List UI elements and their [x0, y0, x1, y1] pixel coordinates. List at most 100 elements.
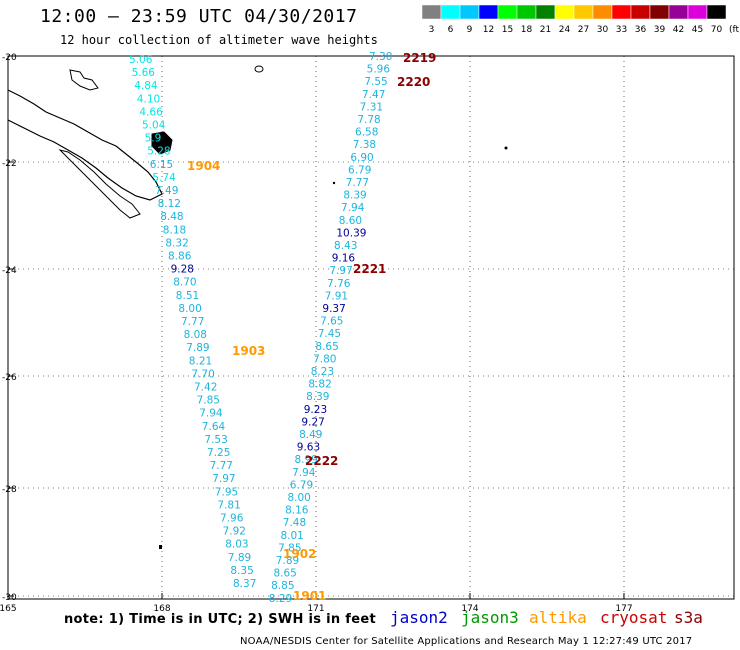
wave-height-value: 7.31 [360, 101, 383, 113]
walpole-island [254, 65, 264, 73]
wave-height-value: 8.29 [269, 593, 292, 605]
wave-height-value: 7.89 [228, 552, 251, 564]
wave-height-value: 7.85 [197, 395, 220, 407]
wave-height-value: 5.06 [129, 54, 153, 66]
wave-height-value: 7.94 [341, 202, 365, 214]
pass-time-label: 2219 [403, 51, 436, 65]
wave-height-value: 9.28 [171, 264, 194, 276]
wave-height-value: 8.12 [158, 198, 181, 210]
grande-terre-coast-north [7, 89, 163, 201]
wave-height-value: 8.65 [315, 341, 338, 353]
wave-height-value: 7.55 [364, 76, 387, 88]
wave-height-value: 7.25 [207, 447, 230, 459]
scale-label: 18 [521, 25, 533, 35]
wave-height-value: 7.96 [220, 513, 244, 525]
wave-height-value: 5.28 [147, 146, 170, 158]
scale-label: 6 [448, 25, 454, 35]
wave-height-value: 8.37 [233, 578, 256, 590]
pass-time-label: 1901 [293, 589, 326, 603]
scale-label: 21 [540, 25, 551, 35]
wave-height-value: 7.91 [325, 290, 348, 302]
wave-height-value: 6.15 [150, 159, 173, 171]
matthew-island [332, 181, 336, 185]
legend-altika: altika [529, 608, 587, 627]
scale-label: 27 [578, 25, 589, 35]
lat-label: -28 [2, 485, 17, 495]
wave-height-value: 8.39 [343, 190, 366, 202]
footer-credit: NOAA/NESDIS Center for Satellite Applica… [240, 636, 693, 647]
wave-height-value: 6.58 [355, 127, 378, 139]
wave-height-value: 7.48 [283, 517, 306, 529]
legend-jason3: jason3 [461, 608, 519, 627]
pass-time-label: 2222 [305, 454, 338, 468]
pass-time-label: 2220 [397, 75, 430, 89]
map-subtitle: 12 hour collection of altimeter wave hei… [60, 33, 378, 47]
wave-height-value: 7.45 [318, 328, 341, 340]
wave-height-value: 8.86 [168, 251, 192, 263]
scale-label: 30 [597, 25, 609, 35]
wave-height-value: 7.47 [362, 89, 385, 101]
wave-height-value: 7.42 [194, 382, 217, 394]
lon-label: 165 [0, 604, 17, 614]
wave-height-value: 8.49 [299, 429, 322, 441]
lat-label: -26 [2, 373, 17, 383]
wave-height-value: 8.48 [160, 211, 183, 223]
wave-height-value: 8.00 [178, 303, 201, 315]
wave-height-value: 7.70 [191, 368, 214, 380]
wave-height-value: 7.85 [278, 542, 301, 554]
wave-height-value: 7.53 [204, 434, 227, 446]
lon-label: 171 [307, 604, 324, 614]
wave-height-value: 6.90 [350, 152, 373, 164]
pass-time-label: 1904 [187, 159, 220, 173]
wave-height-value: 8.39 [306, 391, 329, 403]
wave-height-value: 9.27 [301, 416, 324, 428]
legend-jason2: jason2 [390, 608, 448, 627]
loyalty-island [151, 131, 173, 155]
wave-height-value: 8.43 [334, 240, 357, 252]
wave-height-value: 9.63 [297, 442, 320, 454]
wave-height-value: 7.76 [327, 278, 351, 290]
wave-height-value: 7.89 [186, 342, 209, 354]
wave-height-value: 4.66 [139, 106, 163, 118]
hunter-island [504, 146, 508, 150]
lon-label: 168 [153, 604, 170, 614]
wave-height-value: 4.84 [134, 80, 158, 92]
scale-label: 33 [616, 25, 627, 35]
altimeter-tracks: 7.305.967.557.477.317.786.587.386.906.79… [129, 51, 436, 605]
wave-height-value: 8.32 [165, 237, 188, 249]
lat-label: -20 [2, 53, 17, 63]
scale-label: 42 [673, 25, 684, 35]
wave-height-value: 8.01 [280, 530, 303, 542]
lat-label: -30 [2, 593, 17, 603]
scale-label: 12 [483, 25, 494, 35]
wave-height-value: 7.64 [202, 421, 226, 433]
wave-height-value: 7.94 [199, 408, 223, 420]
scale-swatch [706, 4, 727, 20]
lat-label: -24 [2, 266, 17, 276]
wave-height-value: 9.16 [332, 253, 356, 265]
legend-cryosat: cryosat [600, 608, 668, 627]
lat-label: -22 [2, 159, 17, 169]
wave-height-value: 5.74 [152, 172, 176, 184]
norfolk-marker [159, 545, 162, 549]
wave-height-value: 10.39 [336, 227, 366, 239]
scale-label: 39 [654, 25, 666, 35]
wave-height-value: 7.95 [215, 486, 238, 498]
legend-s3a: s3a [674, 608, 703, 627]
footer-note: note: 1) Time is in UTC; 2) SWH is in fe… [64, 612, 376, 627]
wave-height-value: 4.10 [137, 93, 160, 105]
wave-height-value: 7.97 [329, 265, 352, 277]
wave-height-value: 5.04 [142, 120, 166, 132]
scale-label: 15 [502, 25, 513, 35]
wave-height-value: 7.89 [276, 555, 299, 567]
map-title: 12:00 – 23:59 UTC 04/30/2017 [40, 6, 358, 27]
wave-height-value: 6.79 [348, 164, 371, 176]
scale-label: 9 [467, 25, 473, 35]
pass-time-label: 2221 [353, 262, 386, 276]
map-frame [7, 55, 735, 600]
wave-height-value: 8.08 [184, 329, 207, 341]
wave-height-value: 7.94 [292, 467, 316, 479]
scale-label: 70 [711, 25, 723, 35]
